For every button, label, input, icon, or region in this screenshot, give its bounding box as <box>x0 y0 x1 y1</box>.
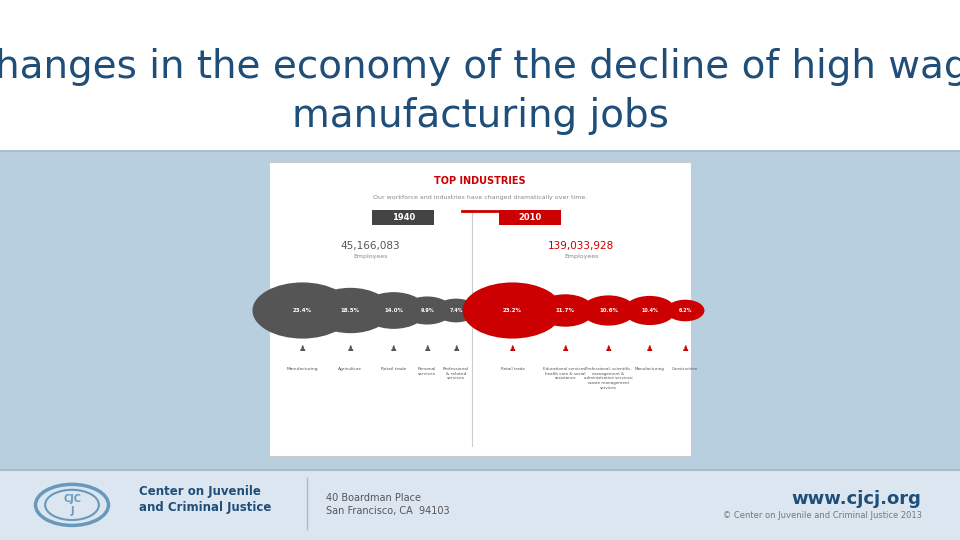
FancyBboxPatch shape <box>499 210 561 225</box>
Circle shape <box>666 300 705 321</box>
Circle shape <box>582 295 636 326</box>
Text: Construction: Construction <box>672 367 698 371</box>
Text: Manufacturing: Manufacturing <box>287 367 318 371</box>
Text: 10.6%: 10.6% <box>599 308 618 313</box>
Text: ♟: ♟ <box>423 344 431 353</box>
Text: 18.5%: 18.5% <box>341 308 360 313</box>
Circle shape <box>624 296 676 325</box>
FancyBboxPatch shape <box>372 210 434 225</box>
Text: Employees: Employees <box>564 254 599 259</box>
Text: Educational services,
health care & social
assistance: Educational services, health care & soci… <box>543 367 587 380</box>
Text: 40 Boardman Place: 40 Boardman Place <box>326 493 421 503</box>
Text: Our workforce and industries have changed dramatically over time.: Our workforce and industries have change… <box>372 194 588 200</box>
Text: ♟: ♟ <box>562 344 569 353</box>
Text: Professional
& related
services: Professional & related services <box>443 367 469 380</box>
Text: TOP INDUSTRIES: TOP INDUSTRIES <box>434 176 526 186</box>
Text: CJC
J: CJC J <box>63 494 81 516</box>
FancyBboxPatch shape <box>0 0 960 151</box>
Circle shape <box>402 296 452 325</box>
Text: Employees: Employees <box>353 254 388 259</box>
Text: Retail trade: Retail trade <box>381 367 406 371</box>
Text: 45,166,083: 45,166,083 <box>341 241 400 251</box>
Text: manufacturing jobs: manufacturing jobs <box>292 97 668 135</box>
Circle shape <box>252 282 352 339</box>
Text: Agriculture: Agriculture <box>338 367 363 371</box>
Text: Personal
services: Personal services <box>418 367 437 376</box>
Text: ♟: ♟ <box>390 344 397 353</box>
Circle shape <box>310 288 391 333</box>
Text: ♟: ♟ <box>347 344 354 353</box>
Text: 2010: 2010 <box>518 213 541 221</box>
Text: Professional, scientific,
management &
administrative services;
waste management: Professional, scientific, management & a… <box>584 367 634 389</box>
Text: ♟: ♟ <box>509 344 516 353</box>
Text: ♟: ♟ <box>299 344 306 353</box>
FancyBboxPatch shape <box>0 151 960 470</box>
Circle shape <box>361 292 426 329</box>
Text: 10.4%: 10.4% <box>641 308 659 313</box>
Text: Changes in the economy of the decline of high wage: Changes in the economy of the decline of… <box>0 49 960 86</box>
Text: Center on Juvenile
and Criminal Justice: Center on Juvenile and Criminal Justice <box>139 484 272 515</box>
Text: © Center on Juvenile and Criminal Justice 2013: © Center on Juvenile and Criminal Justic… <box>723 511 922 520</box>
Text: ♟: ♟ <box>605 344 612 353</box>
Text: 14.0%: 14.0% <box>384 308 403 313</box>
Text: 7.4%: 7.4% <box>449 308 463 313</box>
Circle shape <box>537 294 594 327</box>
Text: 6.2%: 6.2% <box>679 308 692 313</box>
Text: San Francisco, CA  94103: San Francisco, CA 94103 <box>326 507 450 516</box>
Text: 11.7%: 11.7% <box>556 308 575 313</box>
Text: 23.4%: 23.4% <box>293 308 312 313</box>
FancyBboxPatch shape <box>0 470 960 540</box>
Circle shape <box>435 299 477 322</box>
Text: www.cjcj.org: www.cjcj.org <box>792 490 922 509</box>
Text: 23.2%: 23.2% <box>503 308 522 313</box>
Text: 9.9%: 9.9% <box>420 308 434 313</box>
Text: ♟: ♟ <box>682 344 689 353</box>
Text: 139,033,928: 139,033,928 <box>548 241 614 251</box>
Text: Retail trade: Retail trade <box>500 367 524 371</box>
Text: ♟: ♟ <box>646 344 654 353</box>
Circle shape <box>463 282 563 339</box>
Text: 1940: 1940 <box>392 213 415 221</box>
Text: ♟: ♟ <box>452 344 460 353</box>
Text: Manufacturing: Manufacturing <box>635 367 664 371</box>
FancyBboxPatch shape <box>269 162 691 456</box>
